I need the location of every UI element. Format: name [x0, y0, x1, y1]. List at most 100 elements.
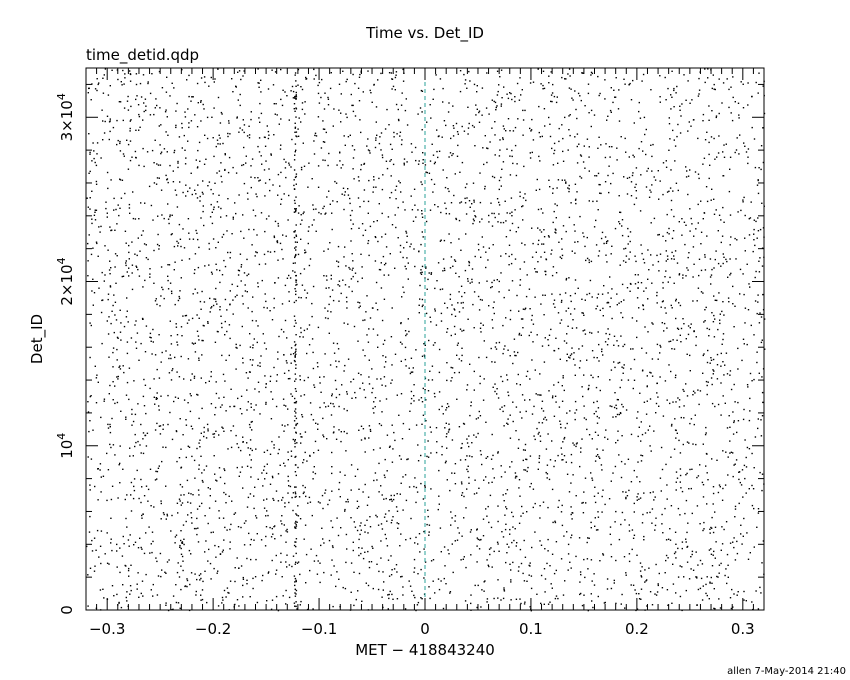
scatter-point [747, 386, 749, 388]
scatter-point [223, 539, 225, 541]
scatter-point [381, 319, 384, 322]
scatter-point [340, 121, 342, 123]
scatter-point [214, 298, 217, 300]
scatter-point [364, 319, 366, 321]
scatter-point [690, 125, 692, 127]
scatter-point [541, 422, 544, 424]
scatter-point [288, 291, 290, 293]
scatter-point [177, 162, 179, 164]
scatter-point [242, 214, 244, 216]
scatter-point [139, 444, 141, 446]
scatter-point [260, 212, 263, 214]
scatter-point [328, 332, 330, 334]
scatter-point [740, 533, 742, 535]
scatter-point [759, 257, 761, 259]
scatter-point [375, 121, 377, 123]
scatter-point [109, 226, 111, 228]
scatter-point [666, 498, 668, 500]
scatter-point [574, 400, 577, 403]
scatter-point [694, 414, 696, 416]
scatter-point [460, 201, 463, 203]
scatter-point [757, 192, 760, 195]
scatter-point [108, 121, 111, 123]
scatter-point [450, 256, 453, 258]
scatter-point [437, 508, 439, 511]
scatter-point [685, 383, 687, 385]
scatter-point [213, 433, 216, 435]
scatter-point [288, 162, 290, 164]
scatter-point [210, 578, 212, 580]
scatter-point [591, 477, 593, 479]
scatter-point [217, 605, 220, 607]
scatter-point [279, 148, 282, 150]
scatter-point [294, 208, 296, 210]
scatter-point [340, 93, 342, 95]
scatter-point [525, 458, 527, 460]
scatter-point [359, 387, 361, 390]
scatter-point [610, 87, 612, 89]
scatter-point [293, 236, 296, 239]
scatter-point [372, 547, 374, 549]
scatter-point [268, 168, 270, 170]
scatter-point [254, 177, 256, 179]
scatter-point [541, 400, 544, 402]
scatter-point [122, 365, 124, 367]
scatter-point [102, 139, 104, 141]
scatter-point [609, 405, 611, 407]
scatter-point [92, 247, 94, 249]
scatter-point [706, 200, 709, 203]
scatter-point [685, 538, 687, 540]
scatter-point [251, 449, 253, 452]
scatter-point [508, 289, 510, 291]
scatter-point [332, 125, 334, 127]
scatter-point [623, 248, 625, 250]
scatter-point [643, 535, 645, 538]
scatter-point [163, 513, 165, 516]
scatter-point [430, 321, 432, 323]
scatter-point [93, 292, 96, 294]
scatter-point [270, 418, 273, 420]
scatter-point [759, 586, 761, 589]
scatter-point [695, 551, 697, 553]
scatter-point [350, 562, 353, 564]
scatter-point [698, 258, 701, 260]
scatter-point [562, 160, 565, 162]
scatter-point [125, 416, 127, 418]
scatter-point [90, 395, 92, 397]
scatter-point [241, 325, 243, 328]
scatter-point [449, 591, 452, 593]
scatter-point [477, 295, 480, 298]
scatter-point [703, 321, 705, 323]
scatter-point [358, 554, 360, 557]
scatter-point [295, 322, 297, 324]
scatter-point [621, 283, 624, 286]
scatter-point [111, 585, 114, 587]
scatter-point [699, 587, 702, 590]
scatter-point [358, 505, 360, 508]
scatter-point [716, 299, 718, 302]
scatter-point [713, 198, 715, 200]
scatter-point [221, 354, 223, 357]
scatter-point [595, 244, 598, 246]
scatter-point [515, 174, 518, 177]
scatter-point [579, 154, 582, 156]
scatter-point [205, 158, 207, 160]
scatter-point [409, 245, 411, 248]
scatter-point [285, 360, 288, 362]
scatter-point [307, 502, 309, 504]
scatter-point [423, 354, 426, 356]
scatter-point [193, 272, 196, 275]
scatter-point [574, 241, 576, 243]
scatter-point [198, 505, 201, 507]
scatter-point [538, 421, 540, 424]
scatter-point [679, 595, 682, 598]
scatter-point [382, 571, 384, 573]
scatter-point [653, 499, 655, 501]
scatter-point [585, 259, 587, 262]
scatter-point [703, 528, 705, 530]
scatter-point [180, 466, 183, 468]
scatter-point [732, 411, 734, 413]
scatter-point [618, 195, 620, 197]
scatter-point [259, 362, 261, 364]
scatter-point [153, 249, 155, 252]
